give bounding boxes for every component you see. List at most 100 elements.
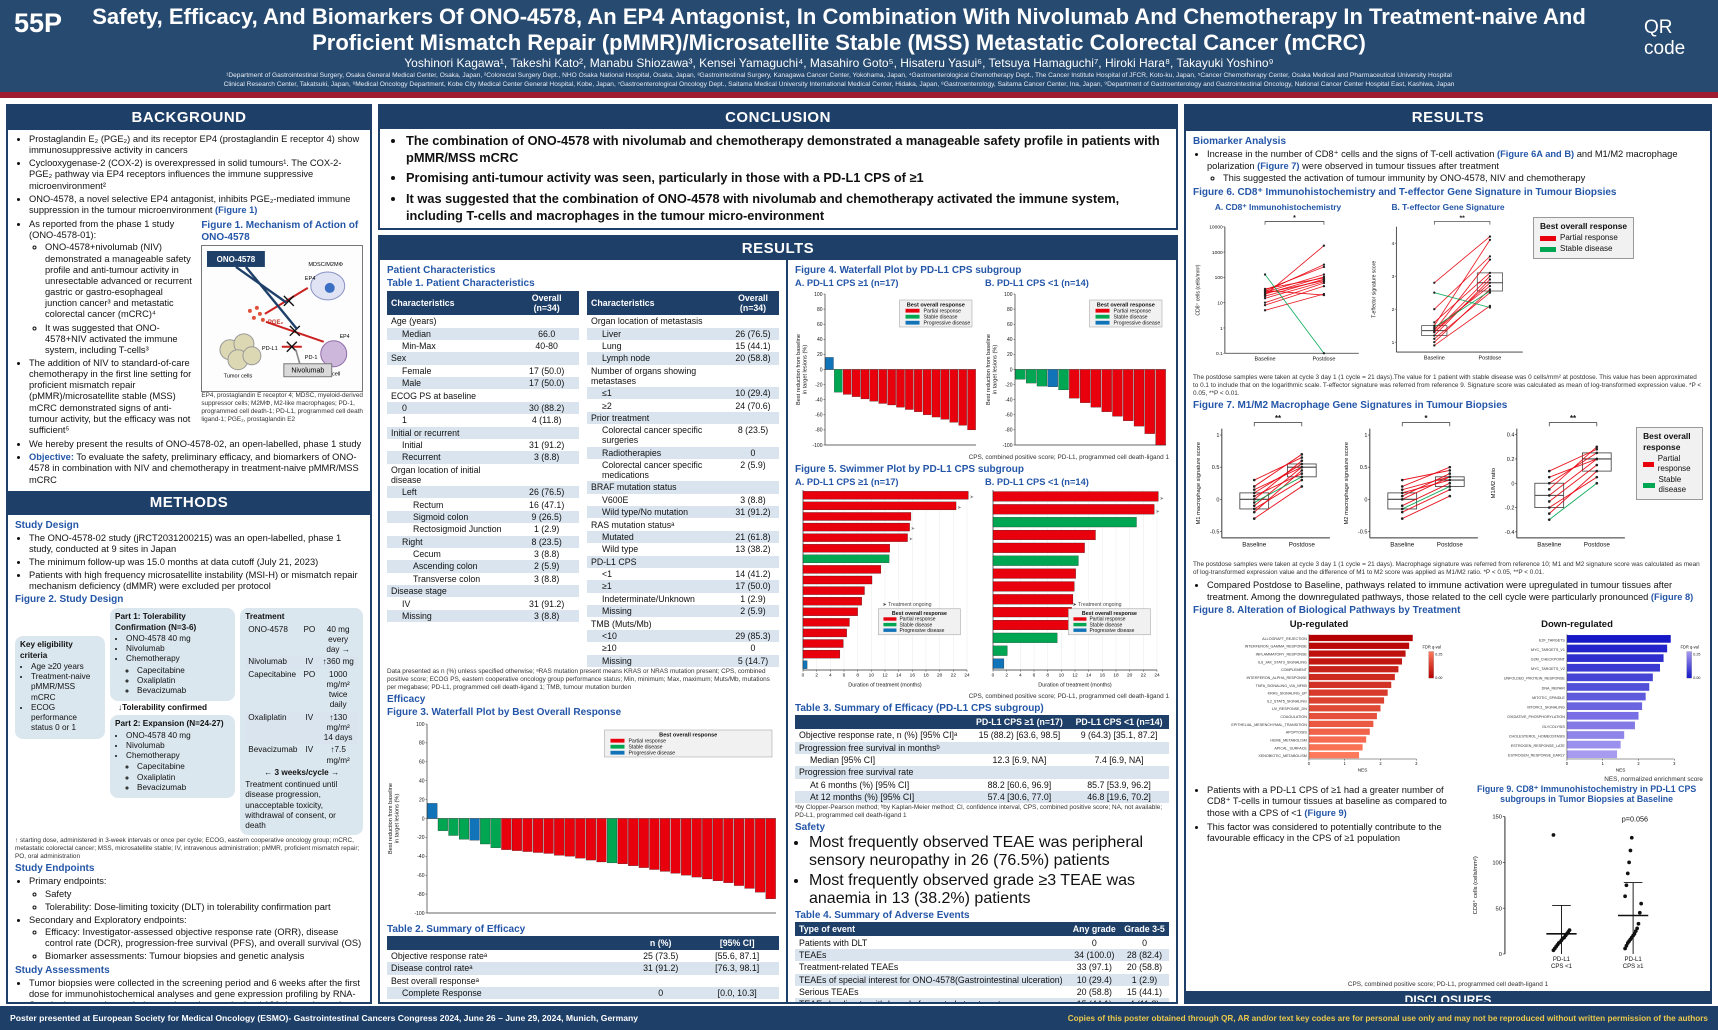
cell-value: 7.4 [6.9, NA]	[1094, 755, 1144, 766]
cell-value: 26 (76.5)	[529, 487, 565, 498]
bullet-text: As reported from the phase 1 study (ONO-…	[29, 219, 175, 241]
cell-value: 0	[750, 643, 756, 654]
svg-text:40: 40	[817, 337, 823, 343]
table-row: BRAF mutation status	[587, 481, 779, 494]
left-column: BACKGROUND Prostaglandin E₂ (PGE₂) and i…	[6, 104, 372, 1004]
cell-value: PO	[303, 624, 316, 634]
svg-text:0: 0	[1010, 367, 1013, 373]
svg-text:50: 50	[1496, 906, 1502, 912]
svg-text:0.25: 0.25	[1435, 652, 1442, 656]
svg-text:APOPTOSIS: APOPTOSIS	[1286, 730, 1308, 734]
table-row: Objective response rateᵃ 25 (73.5) [55.6, …	[387, 950, 779, 962]
svg-text:18: 18	[1113, 673, 1119, 679]
row-label: Disease stage	[391, 586, 447, 597]
cell-value: 25 (73.5)	[626, 999, 695, 1002]
bullet-text: Patients with a PD-L1 CPS of ≥1 had a gr…	[1207, 784, 1447, 818]
table-row: Initial or recurrent	[387, 426, 579, 439]
row-label: TEAEs leading to withdrawal of any study…	[795, 998, 1069, 1002]
table3-footnote: ᵃby Clopper-Pearson method; ᵇby Kaplan-M…	[795, 804, 1163, 820]
row-label: Missing	[602, 606, 632, 617]
data-table: Characteristics Overall (n=34) Organ locat…	[587, 291, 779, 667]
efficacy-heading: Efficacy	[387, 693, 426, 705]
svg-text:Postdose: Postdose	[1479, 355, 1502, 361]
figure1-caption: EP4, prostaglandin E receptor 4; MDSC, m…	[201, 391, 363, 423]
subgroup-column: Figure 4. Waterfall Plot by PD-L1 CPS su…	[788, 260, 1176, 1002]
svg-text:➤: ➤	[970, 494, 974, 500]
svg-text:INTERFERON_ALPHA_RESPONSE: INTERFERON_ALPHA_RESPONSE	[1246, 676, 1307, 680]
part2-item-text: Chemotherapy	[126, 751, 180, 761]
bullet: Primary endpoints: Safety Tolerability: …	[29, 876, 363, 912]
bullet-text: Compared Postdose to Baseline, pathways …	[1207, 580, 1673, 602]
study-design-heading: Study Design	[15, 519, 79, 531]
cell-value: 33 (97.1)	[1076, 962, 1112, 973]
bullet: Secondary and Exploratory endpoints: Eff…	[29, 915, 363, 963]
svg-text:10: 10	[1059, 673, 1065, 679]
row-label: Mutated	[602, 531, 634, 542]
svg-text:-80: -80	[417, 892, 424, 898]
table-row: TEAEs of special interest for ONO-4578(G…	[795, 973, 1169, 986]
patient-characteristics-column: Patient Characteristics Table 1. Patient…	[380, 260, 788, 1002]
svg-text:*: *	[1424, 414, 1428, 423]
cell-value: 15 (44.1)	[1069, 998, 1120, 1002]
chemo-item: Bevacizumab	[137, 783, 230, 793]
bullet-text: Primary endpoints:	[29, 876, 107, 887]
svg-text:M2 macrophage signature score: M2 macrophage signature score	[1344, 442, 1350, 524]
row-label: Progression free survival rate	[799, 767, 914, 778]
table-row: ≥1 17 (50.0)	[587, 580, 779, 593]
svg-text:4: 4	[1019, 673, 1022, 679]
row-label: Colorectal cancer specific surgeries	[602, 425, 703, 446]
row-label: Recurrent	[402, 452, 441, 463]
cell-value	[514, 352, 579, 364]
figure8-ref: (Figure 8)	[1650, 591, 1694, 602]
svg-text:20: 20	[419, 797, 425, 803]
eligibility-item: ECOG performance status 0 or 1	[31, 703, 100, 734]
svg-text:NES: NES	[1358, 767, 1368, 772]
svg-text:ESTROGEN_RESPONSE_LATE: ESTROGEN_RESPONSE_LATE	[1511, 744, 1566, 748]
row-label: Number of organs showing metastases	[591, 365, 697, 386]
treatment-box: Treatment ONO-4578 PO 40 mg every day → Niv…	[240, 608, 363, 836]
table-row: Initial 31 (91.2)	[387, 439, 579, 451]
row-label: Complete Response	[402, 988, 482, 999]
row-label: Lung	[602, 341, 622, 352]
svg-text:in target lesions (%): in target lesions (%)	[993, 345, 999, 395]
svg-text:**: **	[1570, 414, 1577, 423]
table-row: Min-Max 40-80	[387, 340, 579, 352]
cell-value: 24 (70.6)	[735, 400, 771, 411]
column-header: PD-L1 CPS ≥1 (n=17)	[969, 715, 1070, 730]
figure9-title: Figure 9. CD8⁺ Immunohistochemistry in P…	[1477, 783, 1697, 805]
table-row: Disease control rateᵃ 31 (91.2) [76.3, 98.…	[387, 962, 779, 975]
svg-text:-20: -20	[417, 835, 424, 841]
svg-text:➤ Treatment ongoing: ➤ Treatment ongoing	[1072, 602, 1121, 608]
cell-value: 2 (5.9)	[533, 561, 560, 572]
cell-value: 3 (8.8)	[533, 573, 560, 584]
svg-text:CPS ≥1: CPS ≥1	[1623, 964, 1644, 970]
table-row: ≥2 24 (70.6)	[587, 399, 779, 411]
svg-text:OXIDATIVE_PHOSPHORYLATION: OXIDATIVE_PHOSPHORYLATION	[1507, 715, 1565, 719]
svg-text:0: 0	[1216, 498, 1219, 504]
header-divider	[0, 92, 1718, 98]
svg-text:0: 0	[1364, 498, 1367, 504]
svg-text:10: 10	[1217, 301, 1223, 307]
table-row: Left 26 (76.5)	[387, 486, 579, 499]
authors: Yoshinori Kagawa¹, Takeshi Kato², Manabu…	[404, 56, 1274, 70]
cell-value	[970, 742, 1070, 754]
figure6b-slope-chart: 1 2 3 4 ** Baseline Postdose T-effector signatu…	[1369, 213, 1527, 373]
cell-value: IV	[305, 712, 314, 722]
table-row: ONO-4578 PO 40 mg every day →	[245, 624, 358, 657]
svg-text:p=0.056: p=0.056	[1622, 814, 1648, 823]
table-row: Median [95% CI] 12.3 [6.9, NA] 7.4 [6.9, N…	[795, 754, 1169, 766]
cell-value: [0.0, 10.3]	[717, 988, 757, 999]
figure6-legend: Best overall response Partial response S…	[1533, 216, 1635, 260]
row-label: ≥10	[602, 643, 617, 654]
row-label: PD-L1 CPS	[591, 556, 637, 567]
row-label: Cecum	[413, 549, 441, 560]
row-label: Disease control rateᵃ	[391, 963, 473, 974]
svg-text:NES: NES	[1616, 767, 1626, 772]
row-label: Rectosigmoid Junction	[413, 524, 502, 535]
svg-text:3: 3	[1392, 274, 1395, 280]
table3: PD-L1 CPS ≥1 (n=17) PD-L1 CPS <1 (n=14) Ob…	[795, 715, 1169, 804]
svg-text:0: 0	[1499, 952, 1502, 958]
svg-text:80: 80	[419, 741, 425, 747]
cell-value	[514, 315, 579, 327]
svg-text:2: 2	[815, 673, 818, 679]
